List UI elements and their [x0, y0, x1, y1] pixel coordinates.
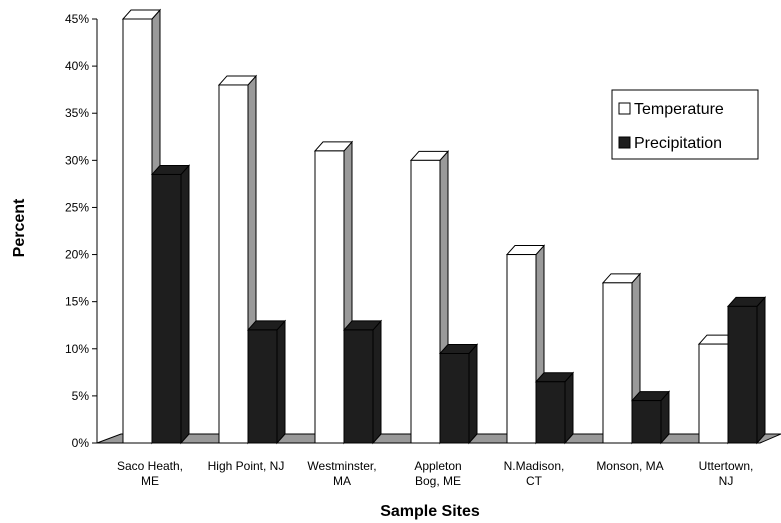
- x-tick-label: Appleton: [414, 459, 461, 473]
- y-tick-label: 15%: [65, 295, 89, 309]
- y-tick-label: 40%: [65, 59, 89, 73]
- x-tick-label: Westminster,: [307, 459, 376, 473]
- x-tick-label: N.Madison,: [504, 459, 565, 473]
- x-tick-label: Monson, MA: [596, 459, 663, 473]
- legend: Temperature Precipitation: [611, 89, 759, 160]
- bar-precipitation-4: [534, 371, 575, 445]
- bar-precipitation-2: [342, 319, 383, 445]
- bar-precipitation-3: [438, 343, 479, 445]
- legend-swatch-temperature: [618, 102, 631, 115]
- y-tick-label: 10%: [65, 342, 89, 356]
- legend-label-precipitation: Precipitation: [634, 135, 722, 152]
- bar-precipitation-5: [630, 390, 671, 445]
- x-axis-title: Sample Sites: [380, 503, 480, 520]
- bar-precipitation-0: [150, 164, 191, 445]
- bar-precipitation-6: [726, 296, 767, 445]
- x-tick-label: NJ: [719, 474, 734, 488]
- legend-label-temperature: Temperature: [634, 101, 724, 118]
- x-tick-label: MA: [333, 474, 351, 488]
- y-tick-label: 20%: [65, 248, 89, 262]
- y-axis-title: Percent: [11, 198, 28, 257]
- bar-precipitation-1: [246, 319, 287, 445]
- y-tick-label: 25%: [65, 200, 89, 214]
- x-tick-label: High Point, NJ: [208, 459, 285, 473]
- bar-temperature-5: [601, 272, 642, 445]
- bar-temperature-3: [409, 150, 450, 445]
- y-tick-label: 5%: [72, 389, 90, 403]
- y-tick-label: 35%: [65, 106, 89, 120]
- x-tick-label: Uttertown,: [699, 459, 754, 473]
- legend-box: [611, 89, 759, 160]
- x-tick-label: Saco Heath,: [117, 459, 183, 473]
- legend-swatch-precipitation: [618, 136, 631, 149]
- y-tick-label: 45%: [65, 12, 89, 26]
- y-tick-label: 30%: [65, 153, 89, 167]
- x-tick-label: Bog, ME: [415, 474, 461, 488]
- x-tick-label: CT: [526, 474, 543, 488]
- y-tick-label: 0%: [72, 436, 90, 450]
- x-tick-label: ME: [141, 474, 159, 488]
